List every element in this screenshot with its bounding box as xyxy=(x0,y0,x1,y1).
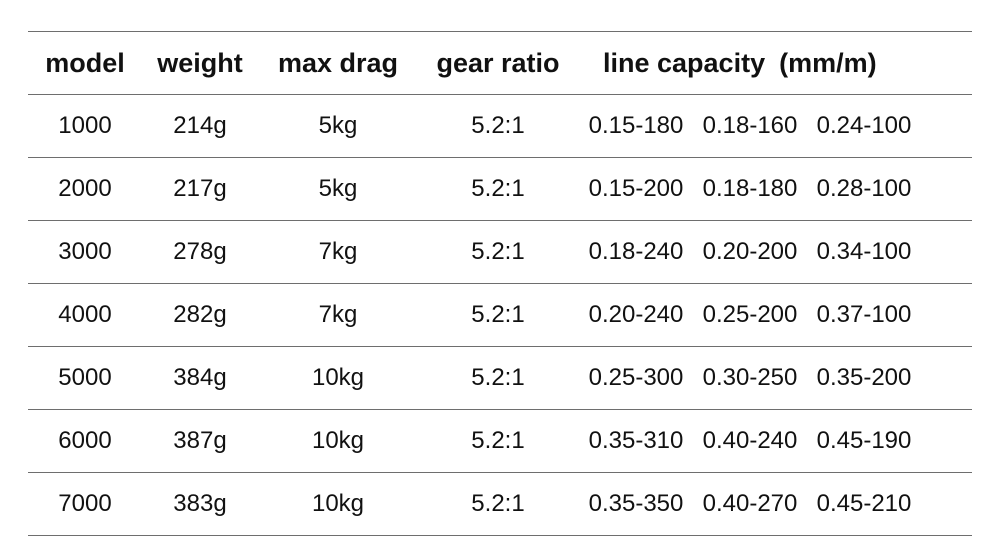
cell-line-capacity-2: 0.30-250 xyxy=(702,364,798,391)
table-row: 2000 217g 5kg 5.2:1 0.15-200 0.18-180 0.… xyxy=(28,158,972,221)
cell-line-capacity-2: 0.25-200 xyxy=(702,301,798,328)
cell-line-capacity-2: 0.18-160 xyxy=(702,112,798,139)
cell-line-capacity-2: 0.18-180 xyxy=(702,175,798,202)
cell-line-capacity-1: 0.35-310 xyxy=(588,427,684,454)
cell-line-capacity-3: 0.37-100 xyxy=(816,301,912,328)
cell-weight: 214g xyxy=(173,112,227,139)
cell-model: 6000 xyxy=(58,427,112,454)
cell-line-capacity-1: 0.25-300 xyxy=(588,364,684,391)
header-line-capacity-label: line capacity xyxy=(603,48,766,78)
cell-gear-ratio: 5.2:1 xyxy=(471,427,525,454)
cell-line-capacity-1: 0.18-240 xyxy=(588,238,684,265)
table-row: 6000 387g 10kg 5.2:1 0.35-310 0.40-240 0… xyxy=(28,410,972,473)
cell-model: 3000 xyxy=(58,238,112,265)
spec-table: model weight max drag gear ratio line ca… xyxy=(28,31,972,536)
table-header-row: model weight max drag gear ratio line ca… xyxy=(28,31,972,95)
cell-model: 7000 xyxy=(58,490,112,517)
cell-gear-ratio: 5.2:1 xyxy=(471,301,525,328)
cell-max-drag: 10kg xyxy=(311,490,365,517)
cell-model: 1000 xyxy=(58,112,112,139)
cell-line-capacity-1: 0.15-180 xyxy=(588,112,684,139)
cell-weight: 387g xyxy=(173,427,227,454)
cell-model: 4000 xyxy=(58,301,112,328)
cell-max-drag: 7kg xyxy=(318,238,358,265)
cell-max-drag: 7kg xyxy=(318,301,358,328)
cell-weight: 282g xyxy=(173,301,227,328)
table-row: 4000 282g 7kg 5.2:1 0.20-240 0.25-200 0.… xyxy=(28,284,972,347)
cell-max-drag: 5kg xyxy=(318,175,358,202)
cell-gear-ratio: 5.2:1 xyxy=(471,364,525,391)
table-row: 7000 383g 10kg 5.2:1 0.35-350 0.40-270 0… xyxy=(28,473,972,536)
header-line-capacity: line capacity (mm/m) xyxy=(588,32,948,94)
cell-line-capacity-3: 0.24-100 xyxy=(816,112,912,139)
cell-gear-ratio: 5.2:1 xyxy=(471,238,525,265)
cell-line-capacity-2: 0.40-270 xyxy=(702,490,798,517)
cell-line-capacity-1: 0.20-240 xyxy=(588,301,684,328)
cell-model: 2000 xyxy=(58,175,112,202)
header-gear-ratio: gear ratio xyxy=(436,48,560,78)
header-line-capacity-unit: (mm/m) xyxy=(779,48,877,78)
cell-line-capacity-3: 0.34-100 xyxy=(816,238,912,265)
cell-line-capacity-1: 0.15-200 xyxy=(588,175,684,202)
cell-max-drag: 5kg xyxy=(318,112,358,139)
cell-gear-ratio: 5.2:1 xyxy=(471,175,525,202)
header-model: model xyxy=(45,48,125,78)
cell-line-capacity-2: 0.40-240 xyxy=(702,427,798,454)
cell-line-capacity-3: 0.28-100 xyxy=(816,175,912,202)
cell-line-capacity-1: 0.35-350 xyxy=(588,490,684,517)
cell-line-capacity-2: 0.20-200 xyxy=(702,238,798,265)
table-row: 1000 214g 5kg 5.2:1 0.15-180 0.18-160 0.… xyxy=(28,95,972,158)
cell-weight: 384g xyxy=(173,364,227,391)
cell-weight: 278g xyxy=(173,238,227,265)
header-weight: weight xyxy=(157,48,243,78)
table-row: 5000 384g 10kg 5.2:1 0.25-300 0.30-250 0… xyxy=(28,347,972,410)
cell-model: 5000 xyxy=(58,364,112,391)
cell-weight: 383g xyxy=(173,490,227,517)
cell-line-capacity-3: 0.45-210 xyxy=(816,490,912,517)
cell-gear-ratio: 5.2:1 xyxy=(471,112,525,139)
cell-max-drag: 10kg xyxy=(311,427,365,454)
table-row: 3000 278g 7kg 5.2:1 0.18-240 0.20-200 0.… xyxy=(28,221,972,284)
cell-weight: 217g xyxy=(173,175,227,202)
cell-line-capacity-3: 0.45-190 xyxy=(816,427,912,454)
header-max-drag: max drag xyxy=(277,48,399,78)
cell-gear-ratio: 5.2:1 xyxy=(471,490,525,517)
cell-line-capacity-3: 0.35-200 xyxy=(816,364,912,391)
cell-max-drag: 10kg xyxy=(311,364,365,391)
